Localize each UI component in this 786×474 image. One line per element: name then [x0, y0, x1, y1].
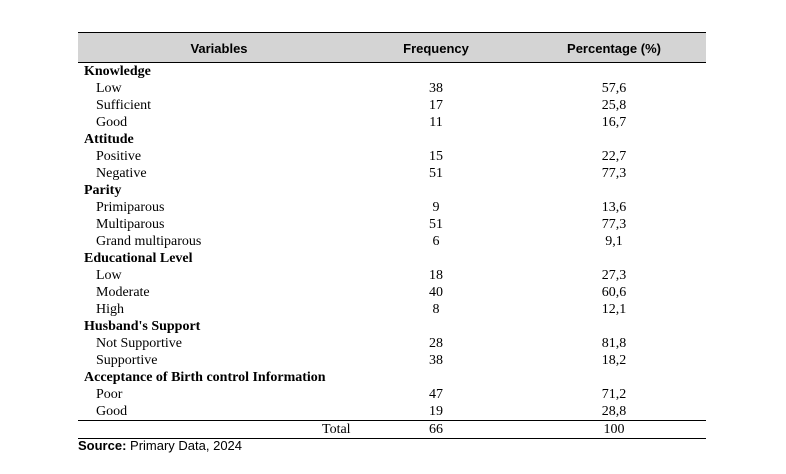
row-frequency: 38: [429, 81, 443, 96]
row-frequency: 6: [432, 234, 440, 249]
row-label: Not Supportive: [96, 336, 182, 351]
table-row: Sufficient 17 25,8: [78, 97, 706, 114]
table-row: Moderate 40 60,6: [78, 284, 706, 301]
row-label: Multiparous: [96, 217, 165, 232]
row-percentage: 16,7: [601, 115, 627, 130]
source-prefix: Source:: [78, 438, 127, 453]
header-variables: Variables: [190, 41, 248, 56]
group-row: Attitude: [78, 131, 706, 148]
group-label: Attitude: [84, 132, 134, 147]
group-row: Parity: [78, 182, 706, 199]
row-label: Low: [96, 268, 122, 283]
group-label: Husband's Support: [84, 319, 201, 334]
table-row: Good 11 16,7: [78, 114, 706, 131]
table-row: Primiparous 9 13,6: [78, 199, 706, 216]
row-frequency: 8: [432, 302, 440, 317]
table-row: Low 38 57,6: [78, 80, 706, 97]
table-row: High 8 12,1: [78, 301, 706, 318]
table-row: Not Supportive 28 81,8: [78, 335, 706, 352]
row-frequency: 51: [429, 166, 443, 181]
total-label: Total: [322, 422, 351, 437]
row-frequency: 51: [429, 217, 443, 232]
row-frequency: 47: [429, 387, 443, 402]
row-percentage: 77,3: [601, 217, 627, 232]
row-label: Moderate: [96, 285, 150, 300]
table-row: Negative 51 77,3: [78, 165, 706, 182]
group-row: Educational Level: [78, 250, 706, 267]
source-note: Source: Primary Data, 2024: [78, 438, 242, 453]
total-percentage: 100: [603, 422, 625, 437]
table-row: Supportive 38 18,2: [78, 352, 706, 369]
row-percentage: 57,6: [601, 81, 627, 96]
header-percentage: Percentage (%): [567, 41, 661, 56]
table-header: Variables Frequency Percentage (%): [78, 32, 706, 63]
row-percentage: 28,8: [601, 404, 627, 419]
table-row: Positive 15 22,7: [78, 148, 706, 165]
table-row: Grand multiparous 6 9,1: [78, 233, 706, 250]
table-row: Poor 47 71,2: [78, 386, 706, 403]
row-frequency: 40: [429, 285, 443, 300]
row-percentage: 22,7: [601, 149, 627, 164]
row-label: Supportive: [96, 353, 158, 368]
row-label: Positive: [96, 149, 142, 164]
row-percentage: 77,3: [601, 166, 627, 181]
row-percentage: 81,8: [601, 336, 627, 351]
row-label: Negative: [96, 166, 147, 181]
row-percentage: 9,1: [605, 234, 623, 249]
row-frequency: 18: [429, 268, 443, 283]
total-frequency: 66: [429, 422, 443, 437]
row-label: Grand multiparous: [96, 234, 202, 249]
row-frequency: 15: [429, 149, 443, 164]
table-body: Knowledge Low 38 57,6 Sufficient 17 25,8 Good 11…: [78, 63, 706, 420]
group-label: Acceptance of Birth control Information: [84, 370, 326, 385]
group-row: Knowledge: [78, 63, 706, 80]
row-frequency: 28: [429, 336, 443, 351]
table-row: Low 18 27,3: [78, 267, 706, 284]
row-label: Good: [96, 404, 128, 419]
data-table: Variables Frequency Percentage (%) Knowl…: [78, 32, 706, 439]
row-percentage: 71,2: [601, 387, 627, 402]
row-percentage: 60,6: [601, 285, 627, 300]
row-frequency: 11: [429, 115, 443, 130]
table-row: Multiparous 51 77,3: [78, 216, 706, 233]
row-percentage: 12,1: [601, 302, 627, 317]
row-label: Primiparous: [96, 200, 165, 215]
group-label: Knowledge: [84, 64, 151, 79]
total-row: Total 66 100: [78, 420, 706, 439]
group-row: Acceptance of Birth control Information: [78, 369, 706, 386]
group-label: Educational Level: [84, 251, 193, 266]
row-label: Good: [96, 115, 128, 130]
row-percentage: 25,8: [601, 98, 627, 113]
group-label: Parity: [84, 183, 122, 198]
table-row: Good 19 28,8: [78, 403, 706, 420]
row-frequency: 19: [429, 404, 443, 419]
row-label: Poor: [96, 387, 123, 402]
group-row: Husband's Support: [78, 318, 706, 335]
header-frequency: Frequency: [403, 41, 469, 56]
row-label: Low: [96, 81, 122, 96]
row-percentage: 27,3: [601, 268, 627, 283]
row-percentage: 18,2: [601, 353, 627, 368]
row-label: High: [96, 302, 124, 317]
source-text: Primary Data, 2024: [126, 438, 243, 453]
row-frequency: 38: [429, 353, 443, 368]
row-frequency: 9: [432, 200, 440, 215]
row-label: Sufficient: [96, 98, 151, 113]
row-percentage: 13,6: [601, 200, 627, 215]
row-frequency: 17: [429, 98, 443, 113]
